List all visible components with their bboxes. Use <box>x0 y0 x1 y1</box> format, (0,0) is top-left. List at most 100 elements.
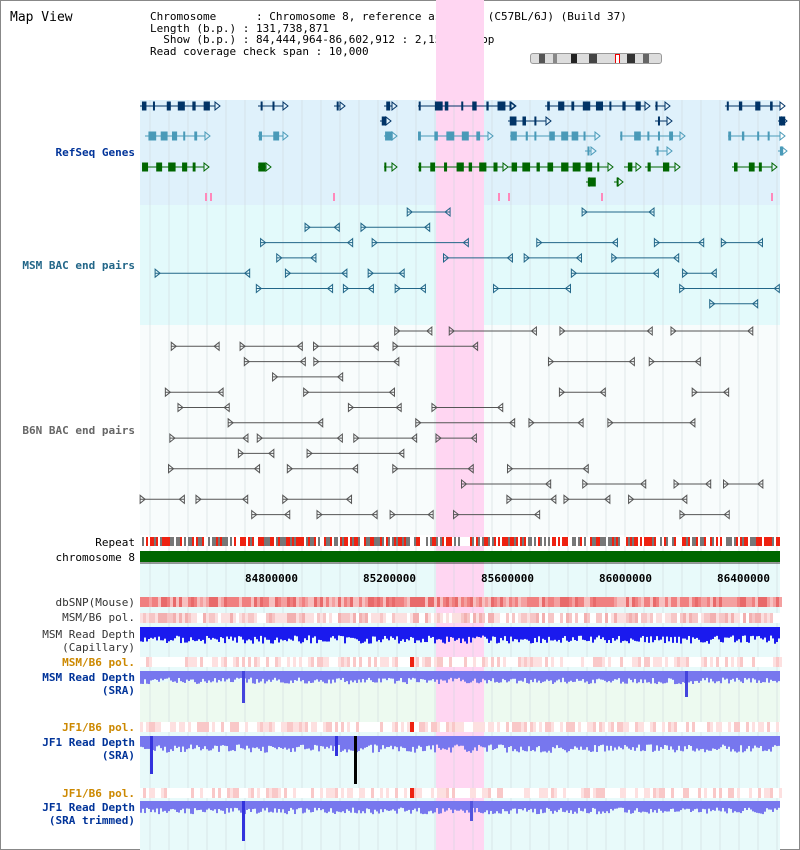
msm-cap-depth-bar <box>638 627 640 642</box>
msm-sra-depth-bar <box>610 671 612 683</box>
jf1-pol-cell <box>626 722 629 732</box>
msm-depth-sra-line2: (SRA) <box>101 684 135 697</box>
msm-cap-depth-bar <box>720 627 722 642</box>
msm-pol-cell <box>335 657 338 667</box>
jf1-pol2-cell <box>302 788 305 798</box>
track-label-msm-bac[interactable]: MSM BAC end pairs <box>22 259 135 272</box>
jf1-pol2-cell <box>488 788 491 798</box>
msm-cap-depth-bar <box>262 627 264 644</box>
msm-sra-depth-bar <box>658 671 660 682</box>
msm-sra-depth-bar <box>146 671 148 684</box>
msm-sra-depth-bar <box>754 671 756 680</box>
jf1-sra-depth-bar <box>300 736 302 745</box>
msm-sra-depth-bar <box>446 671 448 683</box>
msm-pol-gray-cell <box>386 613 389 623</box>
msm-pol-cell <box>779 657 782 667</box>
refseq-gene-arrow <box>779 130 786 142</box>
repeat-block <box>616 537 618 546</box>
msm-pol-gray-cell <box>578 613 581 623</box>
msm-cap-depth-bar <box>522 627 524 640</box>
dbsnp-cell <box>440 597 443 607</box>
msm-pol-gray-cell <box>170 613 173 623</box>
jf1-sra-depth-bar <box>320 736 322 747</box>
msm-sra-depth-bar <box>586 671 588 682</box>
coverage-label: Read coverage check span <box>150 44 309 58</box>
jf1-trim-depth-bar <box>294 801 296 815</box>
msm-pol-gray-cell <box>716 613 719 623</box>
refseq-gene-exon <box>509 116 517 126</box>
repeat-block <box>684 537 686 546</box>
jf1-pol-cell <box>422 722 425 732</box>
jf1-pol-cell <box>566 722 569 732</box>
jf1-pol2-cell <box>377 788 380 798</box>
dbsnp-cell <box>767 597 770 607</box>
msm-pol-cell <box>377 657 380 667</box>
msm-pol-gray-cell <box>461 613 464 623</box>
msm-sra-depth-bar <box>554 671 556 683</box>
repeat-block <box>568 537 570 546</box>
refseq-gene-exon <box>203 101 210 111</box>
refseq-marker <box>508 193 510 201</box>
msm-sra-depth-bar <box>342 671 344 678</box>
jf1-pol2-cell <box>740 788 743 798</box>
track-label-b6n-bac[interactable]: B6N BAC end pairs <box>22 424 135 437</box>
msm-cap-depth-bar <box>574 627 576 641</box>
jf1-sra-depth-bar <box>460 736 462 746</box>
msm-sra-depth-bar <box>372 671 374 682</box>
jf1-pol-cell <box>371 722 374 732</box>
jf1-sra-depth-bar <box>666 736 668 746</box>
repeat-block <box>434 537 436 546</box>
jf1-sra-depth-bar <box>590 736 592 752</box>
jf1-pol-cell <box>692 722 695 732</box>
msm-pol-cell <box>698 657 701 667</box>
jf1-pol-cell <box>695 722 698 732</box>
jf1-pol2-cell <box>413 788 416 798</box>
msm-pol-gray-cell <box>647 613 650 623</box>
jf1-pol2-cell <box>695 788 698 798</box>
dbsnp-cell <box>299 597 302 607</box>
jf1-sra-depth-bar <box>778 736 780 746</box>
msm-pol-gray-cell <box>593 613 596 623</box>
msm-pol-cell <box>422 657 425 667</box>
msm-pol-gray-cell <box>737 613 740 623</box>
msm-cap-depth-bar <box>142 627 144 642</box>
jf1-sra-depth-bar <box>770 736 772 752</box>
jf1-trim-depth-bar <box>566 801 568 811</box>
refseq-gene-exon <box>561 131 569 141</box>
msm-bac-end <box>611 252 618 263</box>
jf1-pol-cell <box>200 722 203 732</box>
repeat-block <box>320 537 322 546</box>
b6n-bac-end <box>243 356 251 367</box>
jf1-pol-cell <box>245 722 248 732</box>
b6n-bac-end <box>604 494 611 505</box>
msm-cap-depth-bar <box>450 627 452 638</box>
track-label-refseq[interactable]: RefSeq Genes <box>55 146 135 159</box>
dbsnp-cell <box>557 597 560 607</box>
jf1-pol-cell <box>701 722 704 732</box>
dbsnp-cell <box>602 597 605 607</box>
repeat-block <box>582 537 584 546</box>
refseq-gene-exon <box>479 162 487 172</box>
jf1-trim-depth-bar <box>332 801 334 813</box>
chromosome-ideogram[interactable] <box>530 53 662 64</box>
msm-pol-cell <box>323 657 326 667</box>
refseq-gene-exon <box>549 131 555 141</box>
jf1-trim-depth-bar <box>330 801 332 809</box>
repeat-block <box>620 537 622 546</box>
jf1-trim-depth-bar-spike <box>242 801 245 841</box>
jf1-pol2-cell <box>713 788 716 798</box>
repeat-block <box>702 537 704 546</box>
msm-cap-depth-bar <box>602 627 604 638</box>
jf1-sra-depth-bar <box>768 736 770 750</box>
msm-pol-cell <box>485 657 488 667</box>
msm-sra-depth-bar <box>400 671 402 678</box>
dbsnp-cell <box>581 597 584 607</box>
dbsnp-cell <box>224 597 227 607</box>
jf1-trim-depth-bar <box>688 801 690 809</box>
track-label-msm-pol: MSM/B6 pol. <box>62 656 135 669</box>
b6n-bac-end <box>345 494 353 505</box>
repeat-block <box>430 537 432 546</box>
msm-pol-gray-cell <box>581 613 584 623</box>
jf1-pol-cell <box>470 722 473 732</box>
